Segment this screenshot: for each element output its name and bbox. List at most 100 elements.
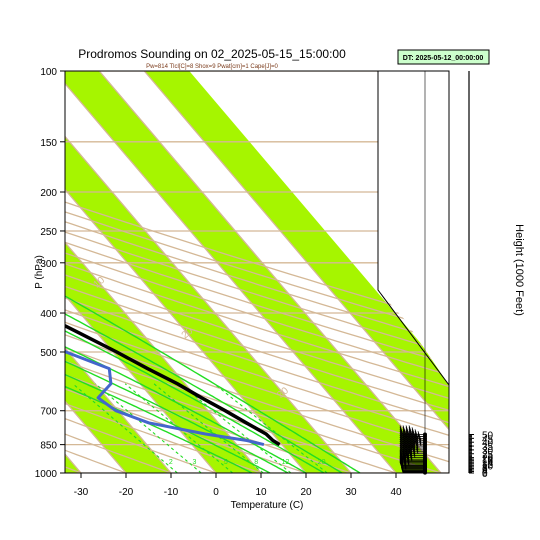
isotherm-line <box>143 71 449 431</box>
dry-adiabat-line <box>65 360 397 473</box>
height-axis-label: Height (1000 Feet) <box>513 224 525 316</box>
mixing-ratio-label: 3 <box>193 459 197 466</box>
x-tick-label: -20 <box>119 487 134 498</box>
dry-adiabat-line <box>65 374 352 473</box>
dry-adiabat-line <box>65 347 442 473</box>
height-tick-label: 16 <box>482 457 494 468</box>
y-axis-label: P (hPa) <box>34 255 45 289</box>
y-tick-label: 500 <box>40 348 57 359</box>
moist-adiabat-line <box>65 330 325 473</box>
dry-adiabat-line <box>65 388 307 473</box>
wind-barb <box>399 440 427 452</box>
moist-adiabat-line <box>65 373 271 473</box>
dry-adiabat-line <box>65 211 449 333</box>
chart-title: Prodromos Sounding on 02_2025-05-15_15:0… <box>78 47 346 61</box>
isotherm-line <box>65 347 172 473</box>
mixing-ratio-line <box>179 383 292 473</box>
height-tick-label: 4 <box>482 466 488 477</box>
y-tick-label: 700 <box>40 407 57 418</box>
sounding-profiles <box>65 323 281 447</box>
wind-barbs <box>399 71 427 475</box>
y-tick-label: 400 <box>40 309 57 320</box>
moist-adiabat-line <box>65 295 361 473</box>
wind-panel <box>377 71 470 473</box>
mixing-ratio-label: 12 <box>282 459 290 466</box>
isotherm-line <box>65 188 307 473</box>
height-tick-label: 35 <box>482 442 494 453</box>
dry-adiabat-line <box>65 433 172 473</box>
dry-adiabats <box>65 201 449 473</box>
height-tick-label: 25 <box>482 450 494 461</box>
x-axis-label: Temperature (C) <box>231 500 304 511</box>
dry-adiabat-line <box>65 309 449 437</box>
y-tick-label: 850 <box>40 441 57 452</box>
dewpoint-profile <box>65 349 265 447</box>
dt-box <box>397 49 490 65</box>
plot-frame <box>64 70 450 474</box>
mixing-ratio-line <box>213 383 328 473</box>
y-tick-label: 250 <box>40 227 57 238</box>
isotherm-line <box>65 400 127 473</box>
isotherm-line <box>65 135 352 473</box>
moist-adiabat-line <box>65 360 289 473</box>
y-tick-label: 200 <box>40 188 57 199</box>
moist-adiabat-line <box>65 313 343 473</box>
moist-adiabat-line <box>65 385 253 473</box>
height-tick-label: 50 <box>482 431 494 442</box>
dry-adiabat-line <box>65 274 449 400</box>
moist-adiabat-line <box>65 346 307 473</box>
height-tick-label: 14 <box>482 458 494 469</box>
mixing-ratio-label: 8 <box>254 459 258 466</box>
dry-adiabat-line <box>65 402 262 473</box>
temperature-profile <box>65 323 281 447</box>
dry-adiabat-line <box>65 321 449 450</box>
x-tick-label: 0 <box>213 487 219 498</box>
height-tick-label: 18 <box>482 455 494 466</box>
dry-adiabat-line <box>65 201 449 323</box>
isotherm-line <box>65 82 397 473</box>
height-tick-label: 30 <box>482 446 494 457</box>
height-tick-label: 6 <box>482 464 488 475</box>
height-tick-label: 40 <box>482 438 494 449</box>
axes: -30 -20 -10 0 10 20 30 401001502002503004005007… <box>35 67 494 498</box>
chart-subtitle: Pw=814 Tlcl[C]=8 Shox=9 Pwat[cm]=1 Cape[… <box>146 64 278 70</box>
height-tick-label: 0 <box>482 469 488 480</box>
x-tick-label: 20 <box>300 487 312 498</box>
mixing-ratio-line <box>124 383 234 473</box>
wind-panel-border <box>377 71 450 386</box>
dry-adiabat-line <box>65 334 449 463</box>
y-tick-label: 100 <box>40 67 57 78</box>
x-tick-label: 40 <box>390 487 402 498</box>
dry-adiabat-line <box>65 417 217 473</box>
dry-adiabat-line <box>65 263 449 388</box>
x-tick-label: -30 <box>74 487 89 498</box>
y-tick-label: 1000 <box>35 469 58 480</box>
height-tick-label: 45 <box>482 434 494 445</box>
x-tick-label: -10 <box>164 487 179 498</box>
height-tick-label: 12 <box>482 460 494 471</box>
x-tick-label: 30 <box>345 487 357 498</box>
mixing-ratio-label: 2 <box>169 459 173 466</box>
wind-panel-background <box>378 71 449 385</box>
height-tick-label: 20 <box>482 454 494 465</box>
moist-adiabats <box>65 295 361 473</box>
height-tick-label: 8 <box>482 463 488 474</box>
mixing-ratio-line <box>72 383 178 473</box>
height-tick-label: 10 <box>482 461 494 472</box>
wind-barb <box>399 425 427 437</box>
y-tick-label: 150 <box>40 138 57 149</box>
y-tick-label: 300 <box>40 259 57 270</box>
dry-adiabat-line <box>65 252 449 376</box>
mixing-ratio-line <box>95 383 202 473</box>
dry-adiabat-line <box>65 297 449 424</box>
x-tick-label: 10 <box>255 487 267 498</box>
height-tick-label: 2 <box>482 467 488 478</box>
temperature-band <box>65 71 441 473</box>
barb-point <box>423 432 427 437</box>
dt-label: DT: 2025-05-12_00:00:00 <box>403 55 484 62</box>
mixing-ratio-label: 5 <box>224 459 228 466</box>
isotherms <box>65 71 449 473</box>
isotherm-line <box>98 71 442 473</box>
wind-barb <box>399 427 427 439</box>
